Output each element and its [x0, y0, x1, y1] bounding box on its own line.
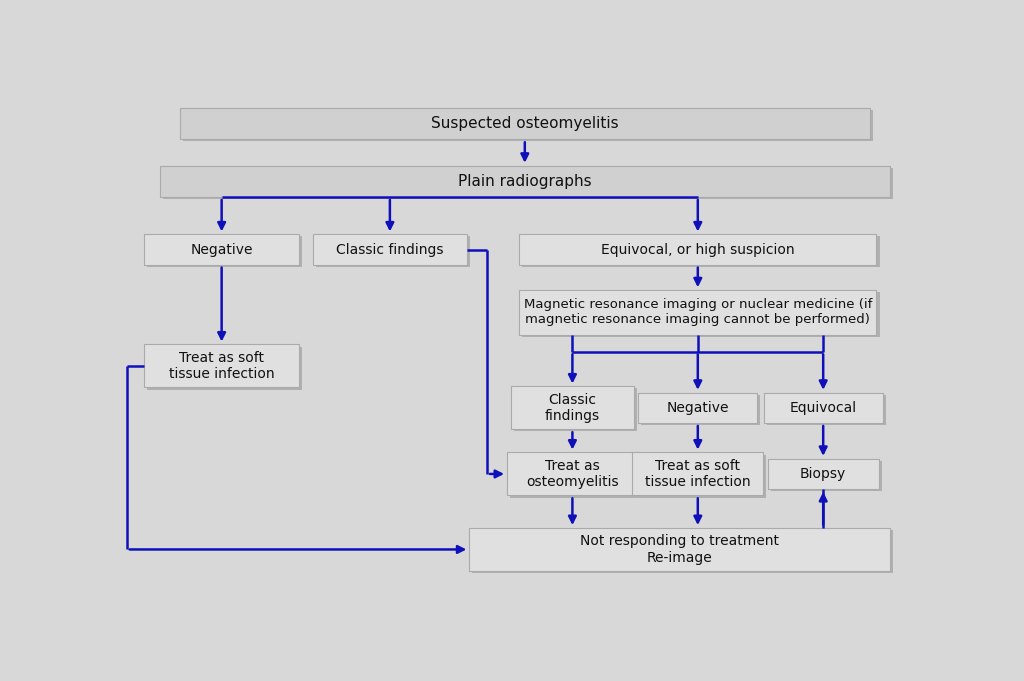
FancyBboxPatch shape [638, 393, 758, 423]
Text: Plain radiographs: Plain radiographs [458, 174, 592, 189]
Text: Classic
findings: Classic findings [545, 393, 600, 423]
FancyBboxPatch shape [519, 234, 877, 265]
FancyBboxPatch shape [469, 528, 890, 571]
FancyBboxPatch shape [522, 292, 880, 337]
Text: Negative: Negative [667, 401, 729, 415]
Text: Not responding to treatment
Re-image: Not responding to treatment Re-image [580, 535, 779, 565]
Text: Treat as
osteomyelitis: Treat as osteomyelitis [526, 459, 618, 489]
FancyBboxPatch shape [636, 454, 766, 498]
FancyBboxPatch shape [160, 165, 890, 197]
Text: Equivocal: Equivocal [790, 401, 857, 415]
FancyBboxPatch shape [633, 452, 763, 496]
FancyBboxPatch shape [510, 454, 641, 498]
FancyBboxPatch shape [771, 461, 882, 491]
FancyBboxPatch shape [144, 345, 299, 387]
FancyBboxPatch shape [144, 234, 299, 265]
FancyBboxPatch shape [764, 393, 883, 423]
FancyBboxPatch shape [182, 110, 873, 142]
FancyBboxPatch shape [507, 452, 638, 496]
Text: Suspected osteomyelitis: Suspected osteomyelitis [431, 116, 618, 131]
FancyBboxPatch shape [163, 168, 893, 199]
Text: Negative: Negative [190, 242, 253, 257]
Text: Treat as soft
tissue infection: Treat as soft tissue infection [645, 459, 751, 489]
FancyBboxPatch shape [767, 395, 886, 425]
FancyBboxPatch shape [315, 236, 470, 267]
FancyBboxPatch shape [511, 386, 634, 430]
FancyBboxPatch shape [522, 236, 880, 267]
FancyBboxPatch shape [641, 395, 761, 425]
Text: Magnetic resonance imaging or nuclear medicine (if
magnetic resonance imaging ca: Magnetic resonance imaging or nuclear me… [523, 298, 872, 326]
FancyBboxPatch shape [147, 347, 302, 390]
FancyBboxPatch shape [768, 459, 879, 489]
FancyBboxPatch shape [147, 236, 302, 267]
FancyBboxPatch shape [472, 530, 893, 573]
FancyBboxPatch shape [179, 108, 870, 140]
Text: Equivocal, or high suspicion: Equivocal, or high suspicion [601, 242, 795, 257]
FancyBboxPatch shape [312, 234, 467, 265]
Text: Classic findings: Classic findings [336, 242, 443, 257]
FancyBboxPatch shape [514, 388, 637, 432]
Text: Biopsy: Biopsy [800, 467, 846, 481]
Text: Treat as soft
tissue infection: Treat as soft tissue infection [169, 351, 274, 381]
FancyBboxPatch shape [519, 290, 877, 335]
